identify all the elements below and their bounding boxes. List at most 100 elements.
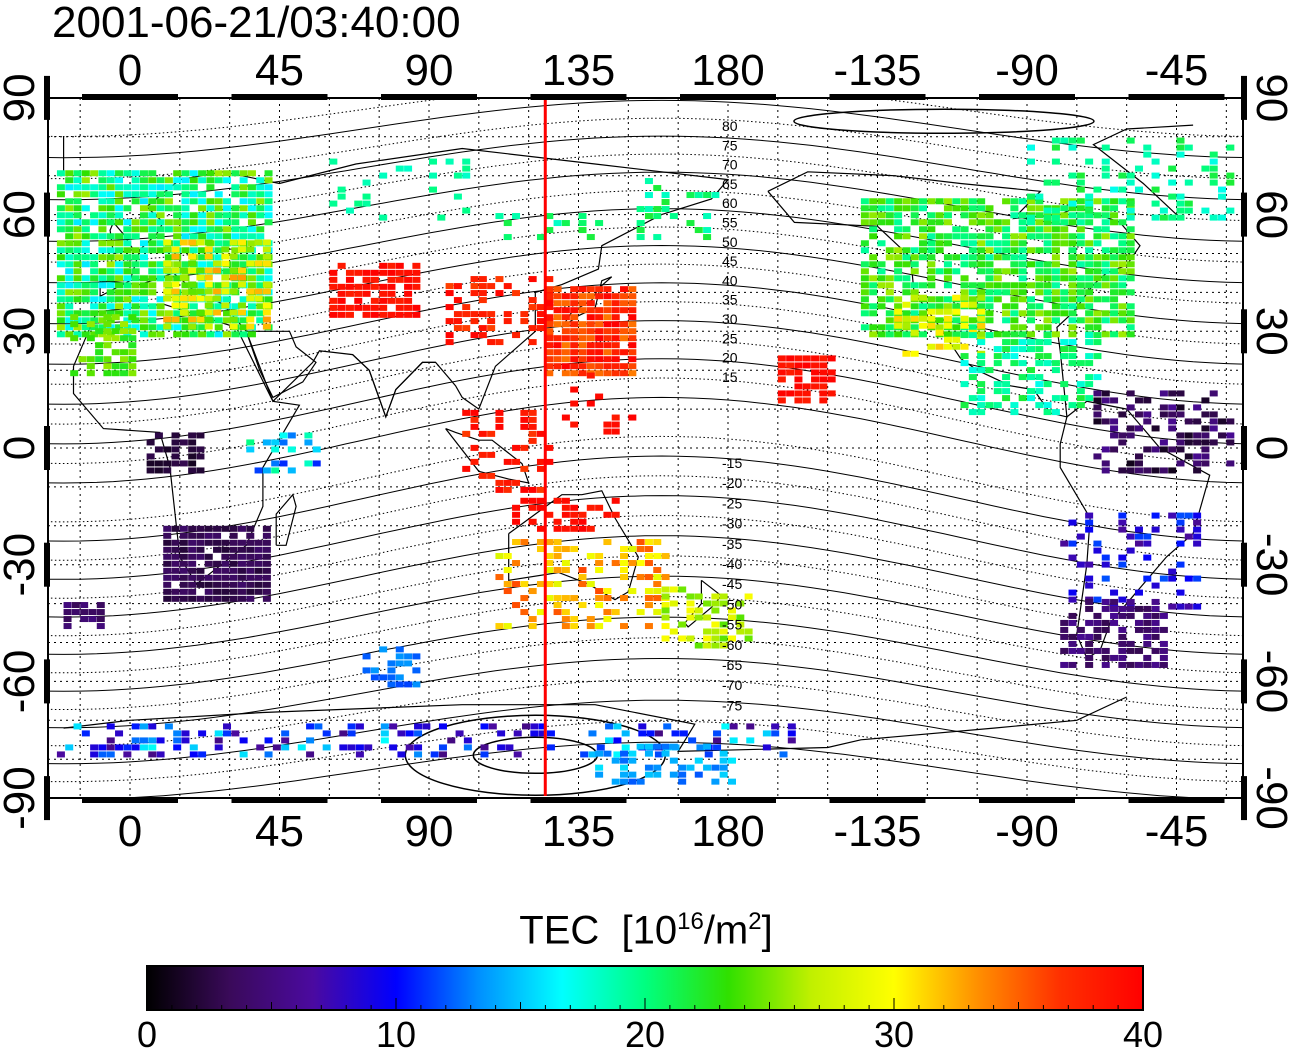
tec-pixel [628,363,637,370]
tec-pixel [478,451,487,458]
tec-pixel [1118,640,1127,647]
tec-pixel [968,317,977,324]
tec-pixel [123,282,132,289]
tec-pixel [528,518,537,525]
tec-pixel [869,310,878,317]
tec-pixel [181,205,190,212]
tec-pixel [237,574,246,581]
tec-pixel [56,170,65,177]
tec-pixel [520,416,529,423]
tec-pixel [128,349,137,356]
tec-pixel [711,600,720,607]
tec-pixel [1035,324,1044,331]
tec-pixel [1193,526,1202,533]
tec-pixel [1068,346,1077,353]
tec-pixel [927,303,936,310]
tec-pixel [56,219,65,226]
tec-pixel [885,289,894,296]
tec-pixel [264,737,273,744]
tec-pixel [586,623,595,630]
tec-pixel [1010,240,1019,247]
tec-pixel [968,301,977,308]
tec-pixel [636,220,645,227]
tec-pixel [73,282,82,289]
tec-pixel [1126,226,1135,233]
tec-pixel [404,283,413,290]
tec-pixel [520,581,529,588]
tec-pixel [968,367,977,374]
tec-pixel [262,553,271,560]
tec-pixel [919,303,928,310]
tec-pixel [1151,172,1160,179]
tec-pixel [1076,388,1085,395]
tec-pixel [595,220,604,227]
tec-pixel [1159,612,1168,619]
tec-pixel [1068,268,1077,275]
tec-pixel [1168,467,1177,474]
tec-pixel [603,342,612,349]
tec-pixel [993,219,1002,226]
tec-pixel [1209,179,1218,186]
tec-pixel [214,212,223,219]
tec-pixel [578,300,587,307]
tec-pixel [271,446,280,453]
tec-pixel [711,642,720,649]
tec-pixel [512,444,521,451]
tec-pixel [561,293,570,300]
tec-pixel [462,158,471,165]
tec-pixel [173,226,182,233]
tec-pixel [927,247,936,254]
tec-pixel [256,177,265,184]
tec-pixel [603,750,612,757]
tec-pixel [213,525,222,532]
tec-pixel [63,616,72,623]
tec-pixel [387,311,396,318]
tec-pixel [56,275,65,282]
tec-pixel [115,289,124,296]
tec-pixel [553,609,562,616]
tec-pixel [1126,233,1135,240]
coastline [245,330,317,399]
tec-pixel [237,560,246,567]
tec-pixel [935,308,944,315]
tec-pixel [553,363,562,370]
tec-pixel [736,621,745,628]
tec-pixel [123,226,132,233]
tec-pixel [90,303,99,310]
tec-pixel [81,233,90,240]
tec-pixel [239,261,248,268]
tec-pixel [86,356,95,363]
tec-pixel [536,486,545,493]
tec-pixel [237,588,246,595]
tec-pixel [894,212,903,219]
tec-pixel [239,296,248,303]
tec-pixel [213,260,222,267]
tec-pixel [1076,303,1085,310]
tec-pixel [156,296,165,303]
tec-pixel [1035,193,1044,200]
tec-pixel [354,290,363,297]
tec-pixel [1051,275,1060,282]
tec-pixel [196,274,205,281]
tec-pixel [1035,402,1044,409]
tec-pixel [1085,360,1094,367]
tec-pixel [553,321,562,328]
tec-pixel [620,560,629,567]
tec-pixel [453,172,462,179]
tec-pixel [819,362,828,369]
tec-pixel [960,212,969,219]
tec-pixel [163,323,172,330]
tec-pixel [221,574,230,581]
tec-pixel [1060,212,1069,219]
tec-pixel [1184,453,1193,460]
tec-pixel [653,234,662,241]
tec-pixel [90,296,99,303]
tec-pixel [860,310,869,317]
tec-pixel [595,356,604,363]
tec-pixel [1076,212,1085,219]
tec-pixel [736,628,745,635]
mag-contour [48,616,1243,692]
tec-pixel [1118,289,1127,296]
tec-pixel [196,581,205,588]
tec-pixel [179,439,188,446]
